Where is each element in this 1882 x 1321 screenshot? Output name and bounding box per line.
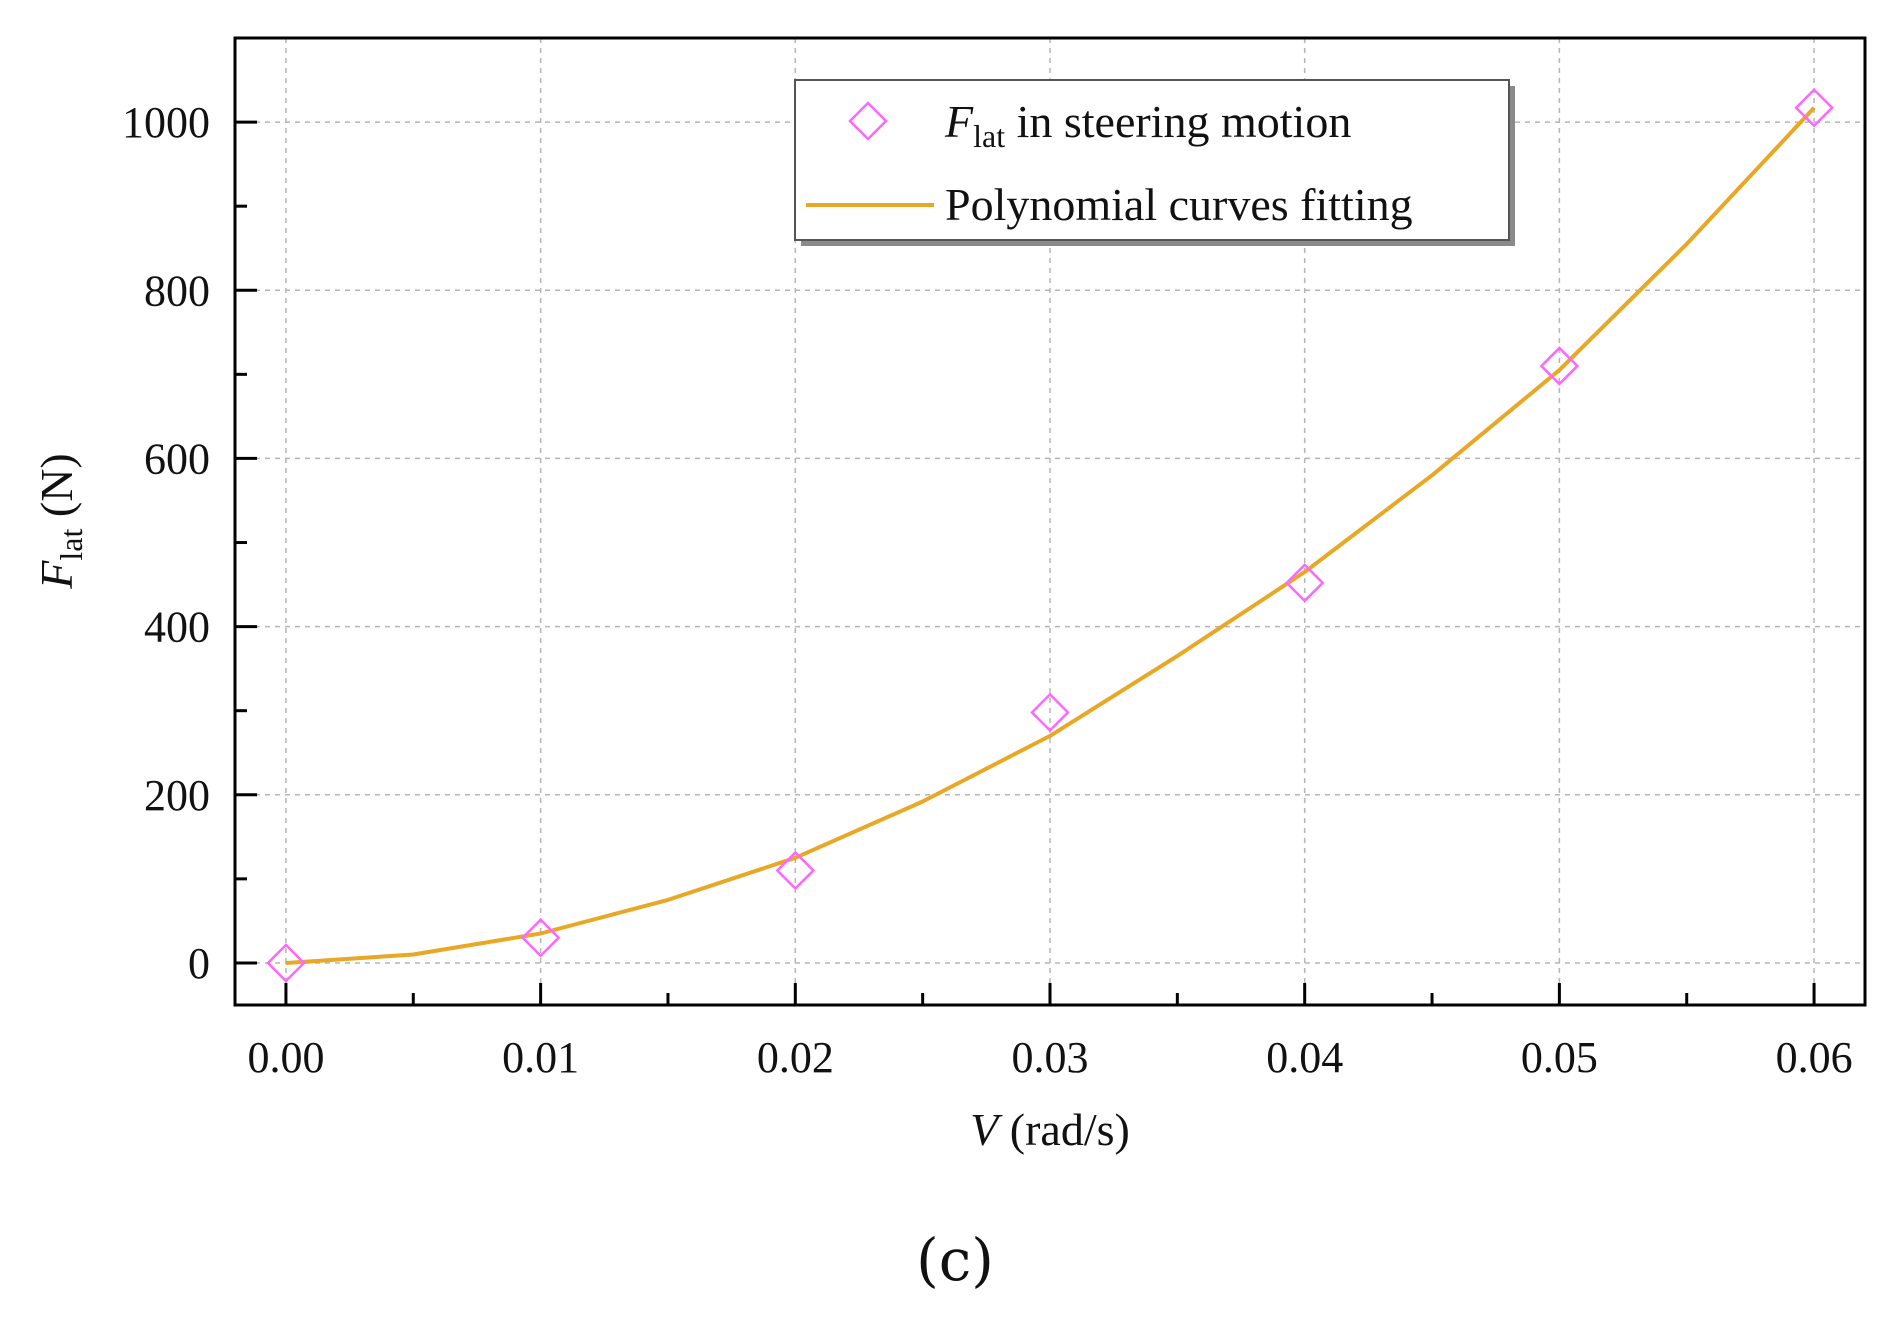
y-axis-variable: F xyxy=(31,560,82,590)
legend-label-scatter: Flat in steering motion xyxy=(944,96,1351,154)
data-point-diamond xyxy=(775,850,816,891)
x-axis-variable: V xyxy=(970,1104,1003,1155)
legend-label-line: Polynomial curves fitting xyxy=(945,179,1413,230)
legend-box xyxy=(794,79,1510,241)
x-tick-labels: 0.00 0.01 0.02 0.03 0.04 0.05 0.06 xyxy=(247,1033,1852,1082)
axis-ticks xyxy=(235,120,1816,1005)
data-point-diamond xyxy=(1284,563,1325,603)
y-tick-label: 400 xyxy=(144,603,210,652)
legend: Flat in steering motion Polynomial curve… xyxy=(794,79,1515,246)
x-tick-label: 0.00 xyxy=(247,1033,324,1082)
x-tick-label: 0.02 xyxy=(757,1033,834,1082)
data-point-diamond xyxy=(1030,692,1070,733)
y-tick-label: 600 xyxy=(144,434,210,483)
data-point-diamond xyxy=(1794,88,1834,128)
y-tick-label: 800 xyxy=(144,266,210,315)
x-tick-label: 0.05 xyxy=(1521,1033,1598,1082)
data-point-diamond xyxy=(520,917,561,958)
x-tick-label: 0.06 xyxy=(1776,1033,1853,1082)
y-axis-unit: (N) xyxy=(31,453,82,528)
data-point-diamond xyxy=(1539,346,1580,386)
y-tick-label: 1000 xyxy=(122,98,210,147)
legend-diamond-marker xyxy=(848,101,888,141)
series-layer xyxy=(266,88,1834,983)
x-axis-unit: (rad/s) xyxy=(998,1104,1130,1155)
legend-scatter-rest: in steering motion xyxy=(1005,96,1351,147)
x-axis-title: V (rad/s) xyxy=(970,1104,1130,1155)
data-point-diamond xyxy=(266,943,306,983)
y-axis-title: Flat (N) xyxy=(31,453,89,589)
legend-scatter-subscript: lat xyxy=(973,118,1005,154)
x-tick-label: 0.04 xyxy=(1266,1033,1343,1082)
fit-curve xyxy=(285,106,1816,965)
legend-scatter-variable: F xyxy=(944,96,974,147)
panel-label: (c) xyxy=(916,1226,994,1294)
x-tick-label: 0.03 xyxy=(1012,1033,1089,1082)
y-tick-label: 0 xyxy=(188,939,210,988)
y-tick-label: 200 xyxy=(144,771,210,820)
y-tick-labels: 0 200 400 600 800 1000 xyxy=(122,98,210,988)
x-tick-label: 0.01 xyxy=(502,1033,579,1082)
y-axis-subscript: lat xyxy=(53,529,89,561)
